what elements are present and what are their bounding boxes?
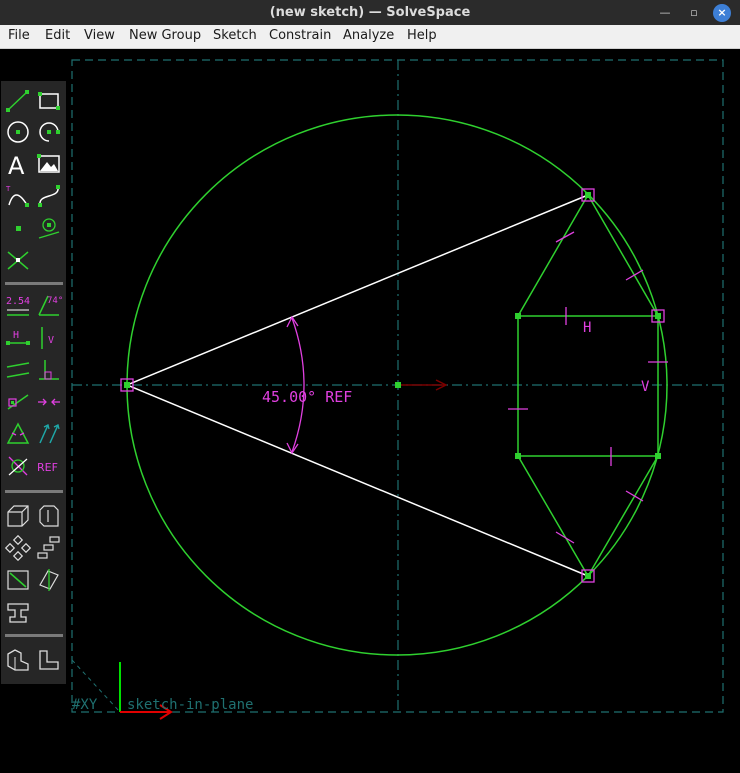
svg-text:A: A bbox=[8, 152, 25, 177]
arc-tool-icon[interactable] bbox=[36, 119, 62, 145]
horizontal-constraint-tool-icon[interactable]: H bbox=[5, 325, 31, 351]
image-tool-icon[interactable] bbox=[36, 151, 62, 177]
menu-edit[interactable]: Edit bbox=[45, 28, 71, 43]
minimize-icon[interactable]: — bbox=[659, 6, 671, 19]
extrude-tool-icon[interactable] bbox=[5, 503, 31, 529]
point-on-circle-marker[interactable] bbox=[651, 309, 665, 323]
angle-dimension-label[interactable]: 45.00° REF bbox=[262, 388, 352, 406]
svg-text:74°: 74° bbox=[47, 296, 62, 306]
point[interactable] bbox=[515, 453, 521, 459]
point-on-curve-markers bbox=[120, 188, 665, 583]
step-translating-tool-icon[interactable] bbox=[36, 535, 62, 561]
sketch-in-workplane-tool-icon[interactable] bbox=[5, 567, 31, 593]
vertical-constraint-tool-icon[interactable]: V bbox=[36, 325, 62, 351]
point-on-circle-marker[interactable] bbox=[581, 188, 595, 202]
toolbar-separator bbox=[5, 490, 63, 493]
equal-tick[interactable] bbox=[555, 231, 575, 243]
svg-text:V: V bbox=[48, 335, 54, 346]
midpoint-constraint-tool-icon[interactable] bbox=[36, 389, 62, 415]
point-tool-icon[interactable] bbox=[5, 215, 31, 241]
circle-tool-icon[interactable] bbox=[5, 119, 31, 145]
comment-constraint-tool-icon[interactable] bbox=[5, 453, 31, 479]
svg-text:2.54: 2.54 bbox=[6, 296, 30, 307]
distance-constraint-tool-icon[interactable]: 2.54 bbox=[5, 293, 31, 319]
same-orientation-tool-icon[interactable] bbox=[36, 421, 62, 447]
title-bar: (new sketch) — SolveSpace — ▫ × bbox=[0, 0, 740, 25]
menu-sketch[interactable]: Sketch bbox=[213, 28, 257, 43]
line-segment-lower[interactable] bbox=[126, 384, 589, 577]
equal-tick[interactable] bbox=[625, 490, 644, 502]
spline-tool-icon[interactable] bbox=[36, 183, 62, 209]
menu-bar: File Edit View New Group Sketch Constrai… bbox=[0, 25, 740, 49]
angle-dimension-arc[interactable] bbox=[291, 317, 305, 453]
horizontal-constraint-label[interactable]: H bbox=[583, 320, 591, 336]
perpendicular-constraint-tool-icon[interactable] bbox=[36, 357, 62, 383]
equal-tick[interactable] bbox=[625, 269, 644, 281]
status-label: sketch-in-plane bbox=[127, 697, 253, 713]
workplane-tool-icon[interactable] bbox=[36, 215, 62, 241]
window-title: (new sketch) — SolveSpace bbox=[269, 5, 471, 20]
line-tool-icon[interactable] bbox=[5, 88, 31, 114]
step-rotating-tool-icon[interactable] bbox=[5, 535, 31, 561]
tool-palette: A T 2.54 74° H V REF bbox=[1, 81, 66, 684]
split-curves-tool-icon[interactable] bbox=[5, 247, 31, 273]
angle-constraint-tool-icon[interactable]: 74° bbox=[36, 293, 62, 319]
parallel-constraint-tool-icon[interactable] bbox=[5, 357, 31, 383]
vertical-constraint-label[interactable]: V bbox=[641, 379, 650, 395]
lathe-tool-icon[interactable] bbox=[36, 503, 62, 529]
point[interactable] bbox=[655, 453, 661, 459]
menu-help[interactable]: Help bbox=[407, 28, 437, 43]
origin-point[interactable] bbox=[395, 382, 401, 388]
toolbar-separator bbox=[5, 282, 63, 285]
angle-arrow-top-icon bbox=[286, 315, 299, 328]
menu-constrain[interactable]: Constrain bbox=[269, 28, 332, 43]
reference-toggle-tool-icon[interactable]: REF bbox=[36, 453, 64, 479]
menu-view[interactable]: View bbox=[84, 28, 115, 43]
maximize-icon[interactable]: ▫ bbox=[690, 6, 698, 19]
nearest-iso-view-icon[interactable] bbox=[5, 647, 31, 673]
equal-constraint-tool-icon[interactable] bbox=[5, 421, 31, 447]
point-on-circle-marker[interactable] bbox=[581, 569, 595, 583]
sketch-canvas[interactable]: 45.00° REF H V #XY sketch-in-plane bbox=[0, 48, 740, 773]
equal-tick[interactable] bbox=[555, 531, 575, 544]
rectangle-tool-icon[interactable] bbox=[36, 88, 62, 114]
link-assembly-tool-icon[interactable] bbox=[5, 599, 31, 625]
tangent-arc-tool-icon[interactable]: T bbox=[5, 183, 31, 209]
point[interactable] bbox=[585, 192, 591, 198]
svg-text:REF: REF bbox=[37, 461, 58, 474]
svg-text:H: H bbox=[13, 330, 19, 341]
svg-text:T: T bbox=[5, 185, 11, 193]
angle-arrow-bottom-icon bbox=[286, 442, 299, 455]
sketch-points bbox=[124, 192, 661, 579]
nearest-ortho-view-icon[interactable] bbox=[36, 647, 62, 673]
equal-length-markers bbox=[508, 231, 668, 544]
point-on-line-constraint-tool-icon[interactable] bbox=[5, 389, 31, 415]
point-on-circle-marker[interactable] bbox=[120, 378, 134, 392]
menu-file[interactable]: File bbox=[8, 28, 30, 43]
menu-new-group[interactable]: New Group bbox=[129, 28, 202, 43]
toolbar-separator bbox=[5, 634, 63, 637]
point[interactable] bbox=[585, 573, 591, 579]
workplane-corner-line bbox=[71, 659, 121, 713]
close-icon[interactable]: × bbox=[713, 4, 731, 22]
line-segment-upper[interactable] bbox=[126, 194, 589, 386]
text-tool-icon[interactable]: A bbox=[5, 151, 31, 177]
x-axis-arrow-icon bbox=[159, 704, 173, 720]
point[interactable] bbox=[124, 382, 130, 388]
origin-arrow-icon bbox=[435, 379, 448, 391]
sketch-in-3d-tool-icon[interactable] bbox=[36, 567, 62, 593]
menu-analyze[interactable]: Analyze bbox=[343, 28, 395, 43]
point[interactable] bbox=[515, 313, 521, 319]
point[interactable] bbox=[655, 313, 661, 319]
workplane-label: #XY bbox=[72, 697, 98, 713]
